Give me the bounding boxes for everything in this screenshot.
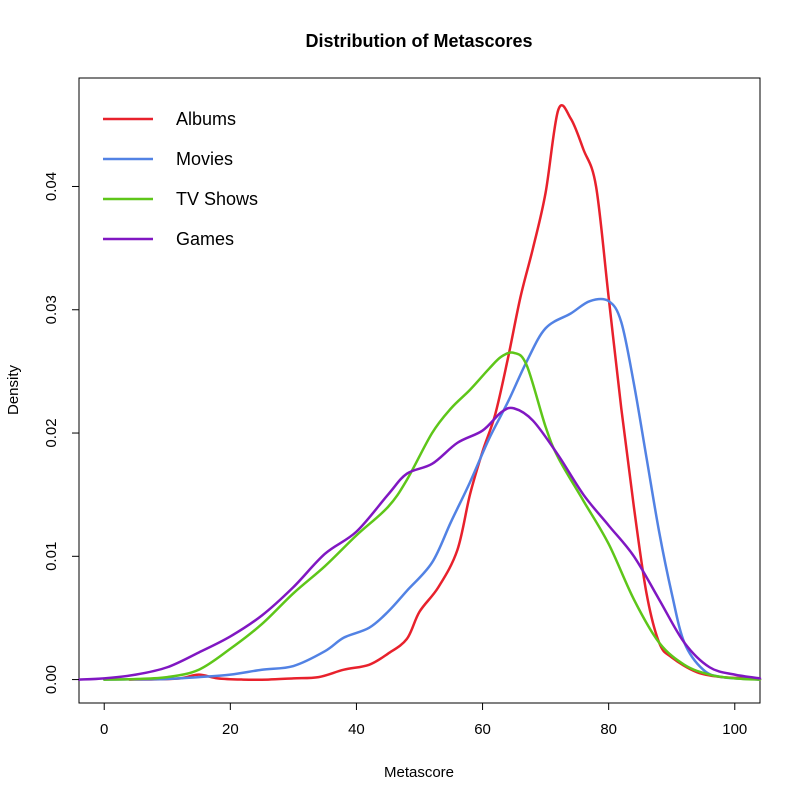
y-tick-label: 0.03 bbox=[43, 295, 60, 324]
legend-label: Games bbox=[176, 229, 234, 249]
legend-label: Albums bbox=[176, 109, 236, 129]
y-axis-label: Density bbox=[5, 364, 22, 415]
y-tick-label: 0.04 bbox=[43, 172, 60, 201]
chart-title: Distribution of Metascores bbox=[305, 31, 532, 51]
legend: Albums Movies TV Shows Games bbox=[103, 109, 258, 249]
x-tick-label: 0 bbox=[100, 721, 108, 738]
y-tick-label: 0.00 bbox=[43, 665, 60, 694]
x-tick-label: 20 bbox=[222, 721, 239, 738]
plot-frame bbox=[78, 77, 761, 704]
legend-label: Movies bbox=[176, 149, 233, 169]
y-tick-label: 0.02 bbox=[43, 418, 60, 447]
series-lines bbox=[77, 104, 762, 681]
x-tick-label: 60 bbox=[474, 721, 491, 738]
x-tick-label: 80 bbox=[600, 721, 617, 738]
y-axis: 0.00 0.01 0.02 0.03 0.04 bbox=[43, 172, 79, 694]
legend-label: TV Shows bbox=[176, 189, 258, 209]
x-axis: 0 20 40 60 80 100 bbox=[100, 703, 747, 738]
series-line-movies bbox=[102, 297, 762, 681]
series-line-tv-shows bbox=[102, 351, 762, 681]
x-tick-label: 40 bbox=[348, 721, 365, 738]
x-tick-label: 100 bbox=[722, 721, 747, 738]
y-tick-label: 0.01 bbox=[43, 542, 60, 571]
series-line-games bbox=[77, 406, 762, 681]
series-line-albums bbox=[128, 104, 762, 681]
x-axis-label: Metascore bbox=[384, 764, 454, 781]
